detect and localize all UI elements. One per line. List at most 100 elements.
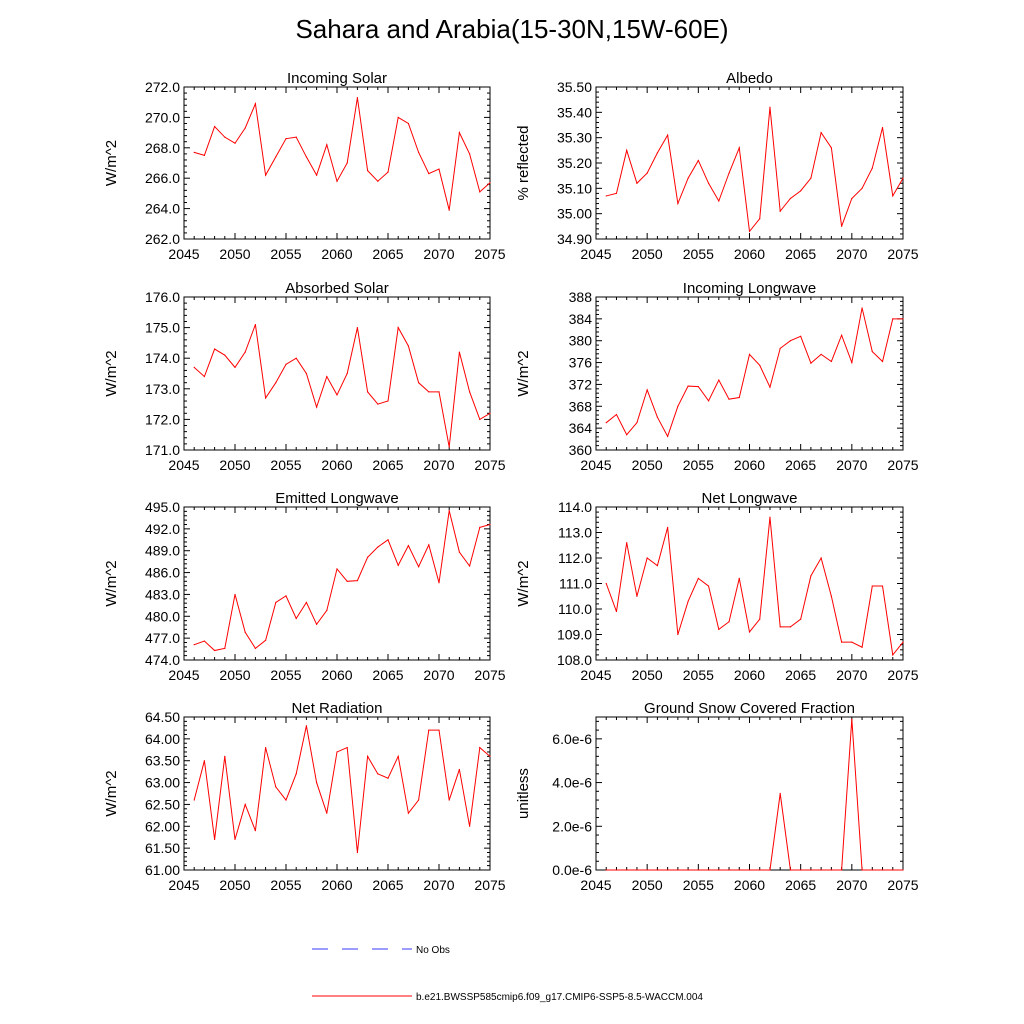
figure-title: Sahara and Arabia(15-30N,15W-60E) bbox=[295, 14, 729, 44]
x-tick-label: 2070 bbox=[423, 246, 454, 262]
y-tick-label: 262.0 bbox=[145, 231, 180, 247]
data-point bbox=[265, 174, 267, 176]
data-point bbox=[738, 147, 740, 149]
data-point bbox=[718, 200, 720, 202]
data-point bbox=[892, 195, 894, 197]
y-tick-label: 174.0 bbox=[145, 350, 180, 366]
data-point bbox=[656, 565, 659, 567]
y-tick-label: 172.0 bbox=[145, 411, 180, 427]
data-point bbox=[667, 526, 669, 529]
y-tick-label: 380 bbox=[569, 333, 593, 349]
plot-frame bbox=[595, 296, 904, 451]
x-tick-label: 2070 bbox=[423, 877, 454, 893]
data-point bbox=[295, 617, 297, 620]
data-point bbox=[295, 136, 297, 138]
data-point bbox=[285, 138, 287, 140]
data-point bbox=[677, 869, 679, 871]
data-point bbox=[892, 654, 894, 656]
y-tick-label: 64.00 bbox=[145, 731, 180, 747]
data-point bbox=[697, 386, 699, 388]
x-tick-label: 2055 bbox=[270, 457, 301, 473]
data-point bbox=[769, 516, 771, 518]
x-tick-label: 2055 bbox=[683, 877, 714, 893]
data-point bbox=[316, 623, 318, 625]
data-point bbox=[326, 144, 328, 146]
data-point bbox=[418, 382, 420, 384]
x-tick-label: 2065 bbox=[785, 457, 816, 473]
x-tick-label: 2050 bbox=[219, 667, 250, 683]
chart-title: Ground Snow Covered Fraction bbox=[644, 700, 855, 717]
x-tick-label: 2075 bbox=[887, 667, 918, 683]
data-point bbox=[479, 191, 481, 193]
x-tick-label: 2055 bbox=[683, 457, 714, 473]
y-tick-label: 474.0 bbox=[145, 652, 180, 668]
x-tick-label: 2070 bbox=[423, 457, 454, 473]
data-point bbox=[820, 132, 822, 134]
y-tick-label: 35.30 bbox=[557, 130, 592, 146]
data-point bbox=[841, 225, 843, 227]
data-point bbox=[203, 640, 205, 642]
y-tick-label: 360 bbox=[569, 442, 593, 458]
data-point bbox=[636, 182, 638, 184]
x-tick-label: 2075 bbox=[887, 457, 918, 473]
data-point bbox=[244, 351, 246, 353]
x-tick-label: 2055 bbox=[683, 246, 714, 262]
data-point bbox=[438, 582, 440, 584]
data-point bbox=[687, 600, 689, 602]
data-point bbox=[489, 755, 491, 757]
y-axis-label: unitless bbox=[515, 768, 532, 819]
data-point bbox=[800, 335, 802, 337]
data-point bbox=[448, 799, 450, 801]
x-tick-label: 2075 bbox=[474, 667, 505, 683]
data-point bbox=[377, 403, 379, 405]
x-tick-label: 2055 bbox=[270, 877, 301, 893]
data-point bbox=[448, 209, 450, 211]
series-line bbox=[193, 324, 491, 448]
data-point bbox=[820, 353, 822, 355]
data-point bbox=[707, 182, 710, 184]
data-point bbox=[830, 869, 832, 871]
data-point bbox=[636, 869, 638, 871]
data-point bbox=[418, 151, 420, 153]
data-point bbox=[489, 182, 491, 184]
y-tick-label: 480.0 bbox=[145, 608, 180, 624]
data-point bbox=[458, 351, 460, 353]
chart-panel-6: 2045 2050 2055 2060 2065 2070 2075 108.0 109.0 11… bbox=[515, 490, 919, 683]
data-point bbox=[626, 869, 628, 871]
data-point bbox=[275, 382, 277, 384]
data-point bbox=[305, 601, 307, 604]
data-point bbox=[728, 621, 730, 623]
y-tick-label: 173.0 bbox=[145, 381, 180, 397]
data-point bbox=[346, 747, 348, 749]
x-tick-label: 2075 bbox=[474, 877, 505, 893]
data-point bbox=[479, 418, 481, 420]
data-point bbox=[707, 585, 710, 587]
data-point bbox=[697, 577, 699, 580]
y-tick-label: 388 bbox=[569, 289, 593, 305]
data-point bbox=[646, 557, 648, 559]
data-point bbox=[626, 434, 628, 436]
data-point bbox=[244, 631, 246, 633]
x-tick-label: 2060 bbox=[321, 667, 352, 683]
data-point bbox=[851, 641, 853, 643]
data-point bbox=[728, 869, 730, 871]
x-tick-label: 2060 bbox=[734, 667, 765, 683]
y-tick-label: 477.0 bbox=[145, 630, 180, 646]
data-point bbox=[656, 416, 659, 418]
y-axis-label: W/m^2 bbox=[103, 560, 120, 606]
y-axis-label: W/m^2 bbox=[103, 350, 120, 396]
y-tick-label: 108.0 bbox=[557, 652, 592, 668]
data-point bbox=[841, 869, 843, 871]
data-point bbox=[479, 747, 481, 749]
data-point bbox=[779, 347, 781, 349]
y-tick-label: 6.0e-6 bbox=[552, 731, 592, 747]
data-point bbox=[646, 869, 648, 871]
data-point bbox=[326, 609, 328, 612]
y-tick-label: 368 bbox=[569, 398, 593, 414]
data-point bbox=[615, 610, 618, 613]
data-point bbox=[397, 327, 399, 329]
data-point bbox=[295, 357, 297, 359]
data-point bbox=[636, 595, 638, 597]
data-point bbox=[748, 230, 751, 232]
data-point bbox=[902, 318, 904, 320]
